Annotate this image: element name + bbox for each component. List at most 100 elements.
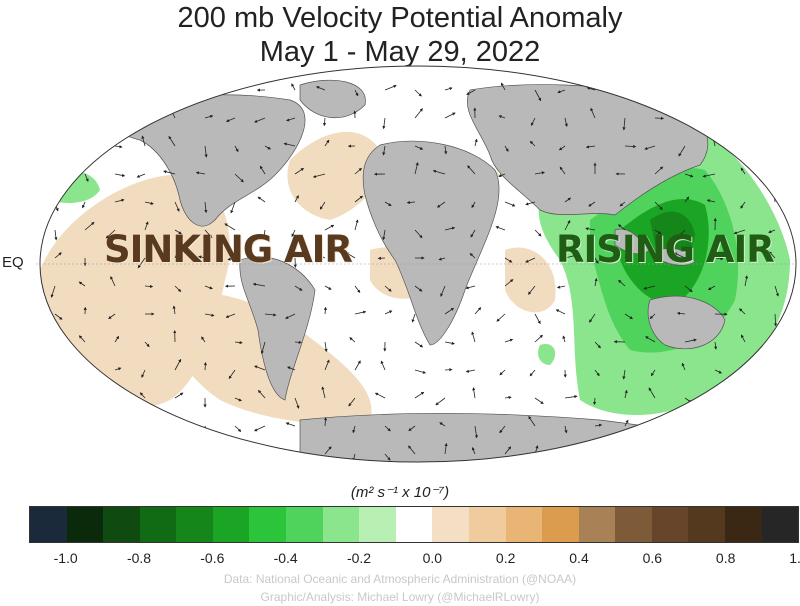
- colorbar-tick-label: -0.8: [126, 550, 152, 566]
- colorbar-swatch: [688, 507, 725, 542]
- wind-vector: [137, 257, 146, 269]
- wind-vector: [439, 422, 446, 427]
- wind-vector: [234, 397, 242, 402]
- wind-vector: [594, 341, 601, 349]
- wind-vector: [504, 446, 512, 455]
- wind-vector: [53, 107, 58, 119]
- wind-vector: [225, 117, 236, 122]
- wind-vector: [174, 285, 182, 293]
- wind-vector: [163, 170, 176, 175]
- wind-vector: [774, 387, 780, 399]
- sinking-air-label: SINKING AIR: [104, 228, 353, 271]
- wind-vector: [144, 117, 154, 122]
- wind-vector: [714, 117, 726, 125]
- wind-vector: [650, 369, 656, 377]
- wind-vector: [739, 253, 746, 259]
- colorbar-swatch: [139, 507, 177, 542]
- wind-vector: [534, 89, 542, 102]
- colorbar-tick-label: -1.0: [53, 550, 78, 566]
- wind-vector: [414, 341, 424, 348]
- wind-vector: [495, 226, 506, 231]
- wind-vector: [141, 135, 146, 147]
- wind-vector: [525, 257, 536, 263]
- wind-vector: [707, 285, 716, 290]
- wind-vector: [676, 311, 686, 315]
- wind-vector: [557, 450, 566, 455]
- wind-vector: [586, 86, 596, 91]
- wind-vector: [676, 229, 686, 239]
- wind-vector: [144, 425, 153, 435]
- wind-vector: [654, 229, 662, 235]
- wind-vector: [681, 362, 686, 371]
- wind-vector: [774, 285, 779, 297]
- wind-vector: [354, 285, 361, 294]
- colorbar-swatch: [542, 507, 579, 542]
- wind-vector: [770, 369, 776, 379]
- wind-vector: [252, 282, 266, 287]
- wind-vector: [706, 199, 716, 203]
- wind-vector: [768, 251, 776, 259]
- colorbar: [29, 506, 799, 543]
- wind-vector: [324, 224, 335, 231]
- wind-vector: [740, 201, 746, 209]
- wind-vector: [283, 142, 296, 147]
- wind-vector: [382, 229, 386, 241]
- wind-vector: [624, 89, 632, 100]
- wind-vector: [254, 365, 266, 371]
- wind-vector: [414, 391, 425, 399]
- colorbar-swatch: [468, 507, 506, 542]
- wind-vector: [166, 444, 176, 455]
- wind-vector: [773, 313, 778, 327]
- wind-vector: [287, 366, 296, 371]
- wind-vector: [765, 424, 776, 428]
- wind-vector: [141, 369, 146, 378]
- wind-vector: [224, 223, 236, 231]
- wind-vector: [414, 108, 423, 119]
- chart-subtitle: May 1 - May 29, 2022: [259, 36, 541, 68]
- colorbar-swatch: [176, 507, 213, 542]
- wind-vector: [414, 285, 423, 292]
- wind-vector: [684, 196, 690, 203]
- wind-vector: [703, 425, 716, 432]
- wind-vector: [744, 425, 749, 433]
- wind-vector: [81, 419, 86, 427]
- wind-vector: [589, 313, 596, 323]
- wind-vector: [501, 82, 506, 91]
- wind-vector: [594, 369, 600, 377]
- wind-vector: [172, 305, 176, 315]
- wind-vector: [621, 444, 626, 455]
- wind-vector: [84, 387, 92, 399]
- colorbar-swatch: [249, 507, 287, 542]
- wind-vector: [617, 224, 626, 231]
- wind-vector: [201, 336, 206, 343]
- wind-vector: [474, 307, 482, 315]
- equator-label: EQ: [2, 254, 24, 271]
- wind-vector: [114, 257, 124, 262]
- wind-vector: [624, 389, 628, 399]
- wind-vector: [384, 85, 397, 91]
- wind-vector: [644, 145, 656, 150]
- wind-vector: [564, 395, 578, 399]
- wind-vector: [414, 369, 427, 374]
- wind-vector: [354, 360, 361, 371]
- wind-vector: [498, 115, 506, 119]
- wind-vector: [349, 337, 356, 343]
- wind-vector: [48, 369, 56, 376]
- wind-vector: [444, 87, 453, 91]
- wind-vector: [534, 334, 543, 343]
- wind-vector: [558, 145, 566, 151]
- wind-vector: [525, 201, 536, 206]
- world-map: [36, 65, 797, 463]
- wind-vector: [114, 335, 120, 343]
- wind-vector: [260, 341, 266, 355]
- wind-vector: [234, 453, 240, 462]
- wind-vector: [408, 425, 416, 432]
- wind-vector: [82, 201, 86, 209]
- wind-vector: [531, 117, 536, 127]
- wind-vector: [204, 114, 214, 119]
- wind-vector: [767, 453, 776, 458]
- wind-vector: [444, 145, 448, 155]
- wind-vector: [564, 219, 571, 231]
- data-credit: Data: National Oceanic and Atmospheric A…: [223, 572, 577, 586]
- wind-vector: [345, 252, 356, 259]
